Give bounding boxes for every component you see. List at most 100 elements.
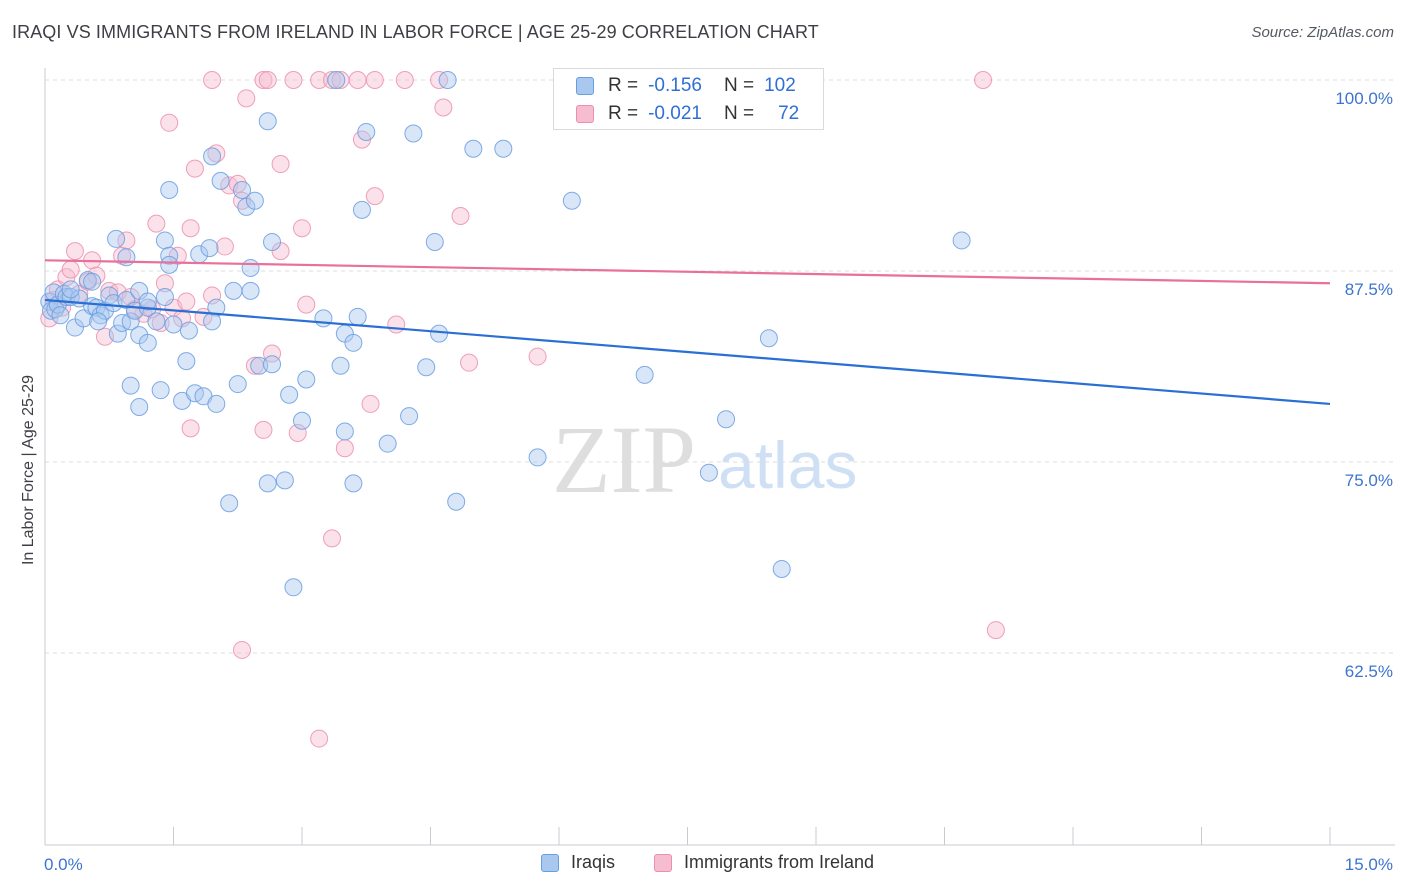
legend-swatch-iraqis (576, 77, 594, 95)
point-ireland (271, 155, 290, 174)
y-tick-label: 100.0% (1335, 89, 1393, 108)
series-legend: Iraqis Immigrants from Ireland (0, 852, 1406, 878)
legend-r-value: -0.021 (648, 103, 702, 124)
series-legend-swatch-iraqis (541, 853, 559, 872)
series-legend-item-ireland[interactable]: Immigrants from Ireland (654, 852, 874, 873)
series-legend-label-ireland: Immigrants from Ireland (684, 852, 875, 872)
point-ireland (986, 621, 1005, 640)
point-iraqis (447, 492, 466, 511)
point-iraqis (233, 181, 252, 200)
point-iraqis (200, 239, 219, 258)
axis-layer: 0.0% 15.0% (44, 68, 1395, 874)
point-iraqis (138, 292, 157, 311)
legend-n-label: N = (723, 75, 755, 96)
point-ireland (974, 71, 993, 89)
legend-n-value: 72 (778, 103, 800, 124)
point-ireland (297, 295, 316, 314)
series-immigrants-from-ireland (40, 71, 1005, 748)
point-iraqis (327, 71, 346, 89)
point-iraqis (83, 272, 102, 291)
source-note: Source: ZipAtlas.com (1251, 24, 1394, 41)
point-iraqis (494, 139, 513, 158)
y-tick-label: 62.5% (1345, 662, 1393, 681)
point-iraqis (759, 329, 778, 348)
point-ireland (322, 529, 341, 548)
point-iraqis (417, 358, 436, 377)
legend-r-value: -0.156 (648, 75, 702, 96)
point-iraqis (772, 559, 791, 578)
point-ireland (254, 420, 273, 439)
point-iraqis (160, 246, 179, 265)
x-tick-label: 15.0% (1345, 855, 1393, 874)
point-ireland (237, 89, 256, 108)
point-iraqis (263, 355, 282, 374)
point-iraqis (108, 324, 127, 343)
point-iraqis (179, 321, 198, 340)
point-ireland (284, 71, 303, 89)
y-tick-labels: 62.5% 75.0% 87.5% 100.0% (1335, 89, 1393, 681)
point-ireland (258, 71, 277, 89)
point-iraqis (147, 312, 166, 331)
point-ireland (288, 423, 307, 442)
point-ireland (254, 71, 273, 89)
legend-row-iraqis: R = -0.156 N = 102 (576, 73, 796, 99)
point-iraqis (151, 381, 170, 400)
point-ireland (181, 419, 200, 438)
trend-lines (44, 259, 1331, 406)
point-iraqis (464, 139, 483, 158)
point-iraqis (400, 407, 419, 426)
legend-row-ireland: R = -0.021 N = 72 (576, 101, 799, 127)
point-iraqis (699, 463, 718, 482)
y-axis-title-wrap: In Labor Force | Age 25-29 (14, 300, 44, 640)
point-ireland (528, 347, 547, 366)
legend-r-label: R = (608, 103, 639, 124)
series-iraqis (40, 71, 971, 597)
point-iraqis (258, 112, 277, 131)
legend-swatch-ireland (576, 105, 594, 123)
point-iraqis (107, 229, 126, 248)
point-iraqis (331, 356, 350, 375)
point-iraqis (220, 494, 239, 513)
point-iraqis (284, 578, 303, 597)
point-iraqis (635, 365, 654, 384)
point-ireland (361, 394, 380, 413)
point-ireland (61, 260, 80, 279)
point-ireland (185, 159, 204, 178)
point-iraqis (430, 324, 449, 343)
legend-n-label: N = (723, 103, 755, 124)
point-iraqis (138, 333, 157, 352)
point-iraqis (562, 191, 581, 210)
point-iraqis (160, 255, 179, 274)
point-iraqis (378, 434, 397, 453)
point-iraqis (348, 307, 367, 326)
trend-line-ireland (44, 259, 1331, 285)
point-iraqis (74, 309, 93, 328)
point-iraqis (211, 171, 230, 190)
point-ireland (203, 286, 222, 305)
point-ireland (365, 71, 384, 89)
point-iraqis (425, 232, 444, 251)
point-iraqis (344, 474, 363, 493)
point-ireland (335, 439, 354, 458)
point-iraqis (952, 231, 971, 250)
point-iraqis (89, 312, 108, 331)
point-iraqis (263, 232, 282, 251)
point-iraqis (357, 122, 376, 141)
point-iraqis (130, 397, 149, 416)
point-iraqis (121, 376, 140, 395)
point-iraqis (177, 352, 196, 371)
point-ireland (203, 71, 222, 89)
watermark-atlas: atlas (718, 428, 857, 502)
point-iraqis (297, 370, 316, 389)
point-iraqis (344, 333, 363, 352)
point-iraqis (293, 411, 311, 430)
point-iraqis (404, 124, 423, 143)
point-iraqis (335, 422, 354, 441)
point-ireland (147, 214, 166, 233)
point-ireland (233, 640, 252, 659)
point-iraqis (164, 315, 183, 334)
series-legend-item-iraqis[interactable]: Iraqis (541, 852, 615, 873)
point-iraqis (117, 248, 136, 267)
series-legend-label-iraqis: Iraqis (571, 852, 616, 872)
